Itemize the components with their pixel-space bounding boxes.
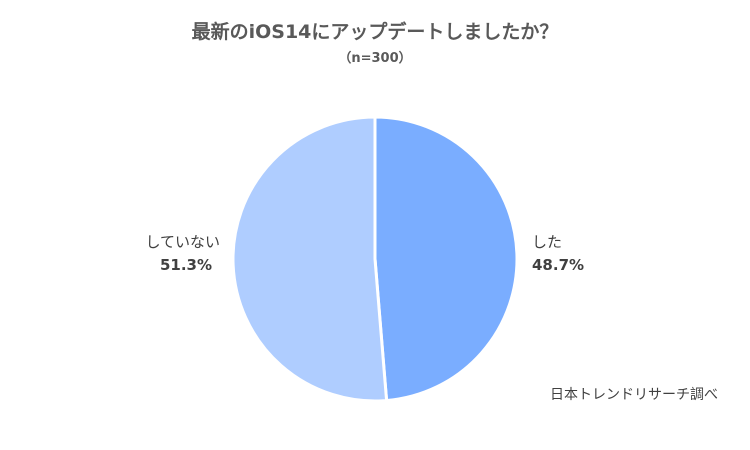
slice-percent-did-update: 48.7%	[532, 256, 584, 274]
pie-slices	[231, 115, 519, 403]
slice-did-update	[373, 115, 519, 403]
chart-subtitle: （n=300）	[338, 50, 411, 66]
slice-did-not-update	[231, 115, 389, 403]
source-note: 日本トレンドリサーチ調べ	[550, 387, 718, 403]
slice-label-did-not-update: していない	[145, 233, 220, 251]
chart-title: 最新のiOS14にアップデートしましたか？	[192, 20, 559, 43]
slice-label-did-update: した	[532, 233, 562, 251]
slice-percent-did-not-update: 51.3%	[160, 256, 212, 274]
